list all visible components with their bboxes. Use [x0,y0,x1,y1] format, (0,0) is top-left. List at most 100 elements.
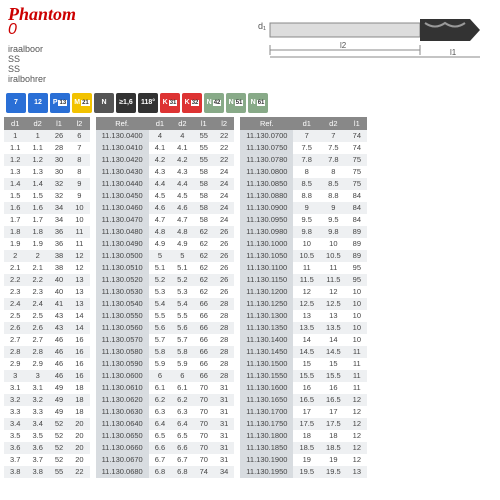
svg-text:l1: l1 [450,48,457,57]
table-row: 11.130.155015.515.511 [240,370,367,382]
table-row: 11.130.04804.84.86226 [96,226,235,238]
table-row: 223812 [4,250,90,262]
table-row: 2.42.44113 [4,298,90,310]
table-row: 2.72.74616 [4,334,90,346]
table-row: 11.130.135013.513.510 [240,322,367,334]
table-row: 11.130.08508.58.575 [240,178,367,190]
table-row: 11.130.04104.14.15522 [96,142,235,154]
material-icon: N42 [204,93,224,113]
col-header: l1 [49,117,69,130]
table-row: 11.130.06606.66.67031 [96,442,235,454]
table-row: 11.130.105010.510.589 [240,250,367,262]
table-row: 2.32.34013 [4,286,90,298]
table-row: 2.92.94616 [4,358,90,370]
dimensions-table-3: Ref.d1d2l111.130.0700777411.130.07507.57… [240,117,367,478]
table-row: 11.130.1500151511 [240,358,367,370]
brand-logo: Phantom [8,4,76,25]
table-row: 11.130.09809.89.889 [240,226,367,238]
table-row: 1.41.4329 [4,178,90,190]
table-row: 11.130.05605.65.66628 [96,322,235,334]
table-row: 3.43.45220 [4,418,90,430]
table-row: 3.63.65220 [4,442,90,454]
col-header: Ref. [240,117,293,130]
col-header: d2 [320,117,347,130]
dimensions-table-1: d1d2l1l2112661.11.12871.21.23081.31.3308… [4,117,90,478]
svg-text:l2: l2 [340,41,347,50]
table-row: 11.130.05305.35.36226 [96,286,235,298]
col-header: Ref. [96,117,149,130]
table-row: 2.12.13812 [4,262,90,274]
table-row: 11.130.1300131310 [240,310,367,322]
table-row: 11.130.06106.16.17031 [96,382,235,394]
table-row: 11.130.04404.44.45824 [96,178,235,190]
table-row: 11.130.04204.24.25522 [96,154,235,166]
table-row: 11.130.0500556226 [96,250,235,262]
table-row: 3.33.34918 [4,406,90,418]
table-row: 11.130.05805.85.86628 [96,346,235,358]
table-row: 11.130.145014.514.511 [240,346,367,358]
table-row: 11.130.125012.512.510 [240,298,367,310]
table-row: 11266 [4,130,90,142]
table-row: 11.130.06506.56.57031 [96,430,235,442]
table-row: 11.130.06306.36.37031 [96,406,235,418]
table-row: 11.130.05705.75.76628 [96,334,235,346]
table-row: 2.22.24013 [4,274,90,286]
table-row: 11.130.0400445522 [96,130,235,142]
table-row: 11.130.08808.88.884 [240,190,367,202]
table-row: 2.62.64314 [4,322,90,334]
material-icon: 12 [28,93,48,113]
col-header: l2 [214,117,234,130]
table-row: 1.61.63410 [4,202,90,214]
table-row: 11.130.05905.95.96628 [96,358,235,370]
table-row: 11.130.05205.25.26226 [96,274,235,286]
table-row: 11.130.195019.519.513 [240,466,367,478]
table-row: 11.130.04704.74.75824 [96,214,235,226]
table-row: 11.130.115011.511.595 [240,274,367,286]
material-icon: N [94,93,114,113]
col-header: d2 [171,117,193,130]
table-row: 11.130.1400141410 [240,334,367,346]
table-row: 11.130.04904.94.96226 [96,238,235,250]
table-row: 11.130.06806.86.87434 [96,466,235,478]
table-row: 1.71.73410 [4,214,90,226]
table-row: 334616 [4,370,90,382]
table-row: 1.91.93611 [4,238,90,250]
material-icon: K31 [160,93,180,113]
table-row: 11.130.185018.518.512 [240,442,367,454]
material-icon: K32 [182,93,202,113]
svg-text:d₁: d₁ [258,21,266,31]
table-row: 11.130.07507.57.574 [240,142,367,154]
table-row: 11.130.07807.87.875 [240,154,367,166]
material-icon: N61 [248,93,268,113]
col-header: l1 [347,117,367,130]
col-header: l1 [194,117,214,130]
table-row: 11.130.06706.76.77031 [96,454,235,466]
table-row: 11.130.04504.54.55824 [96,190,235,202]
col-header: l2 [69,117,89,130]
table-row: 11.130.07007774 [240,130,367,142]
table-row: 11.130.0600666628 [96,370,235,382]
material-icons-row: 712P13M21N≥1,6118°K31K32N42N51N61 [6,93,500,113]
table-row: 11.130.1000101089 [240,238,367,250]
table-row: 11.130.175017.517.512 [240,418,367,430]
table-row: 1.11.1287 [4,142,90,154]
table-row: 11.130.165016.516.512 [240,394,367,406]
table-row: 11.130.05505.55.56628 [96,310,235,322]
table-row: 3.13.14918 [4,382,90,394]
material-icon: 118° [138,93,158,113]
table-row: 1.81.83611 [4,226,90,238]
material-icon: M21 [72,93,92,113]
table-row: 11.130.04304.34.35824 [96,166,235,178]
material-icon: P13 [50,93,70,113]
table-row: 11.130.06406.46.47031 [96,418,235,430]
table-row: 11.130.1800181812 [240,430,367,442]
table-row: 11.130.06206.26.27031 [96,394,235,406]
table-row: 11.130.09509.59.584 [240,214,367,226]
table-row: 11.130.1700171712 [240,406,367,418]
drill-diagram: d₁ l2 l1 [250,5,490,60]
col-header: d2 [26,117,48,130]
table-row: 11.130.08008875 [240,166,367,178]
table-row: 11.130.1600161611 [240,382,367,394]
table-row: 11.130.05405.45.46628 [96,298,235,310]
table-row: 11.130.1200121210 [240,286,367,298]
